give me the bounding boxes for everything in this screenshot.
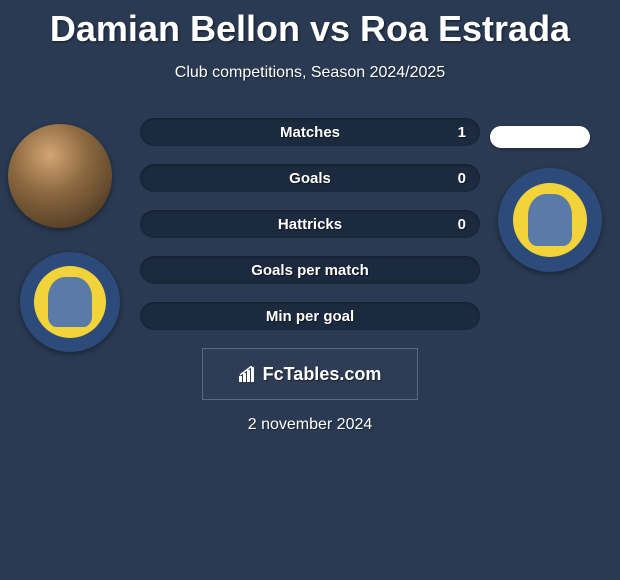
stat-value: 0 bbox=[458, 216, 466, 233]
chart-icon bbox=[239, 366, 259, 382]
stat-label: Min per goal bbox=[266, 308, 354, 325]
stat-row-goals-per-match: Goals per match bbox=[140, 256, 480, 284]
date-text: 2 november 2024 bbox=[0, 416, 620, 434]
stat-value: 0 bbox=[458, 170, 466, 187]
stat-label: Goals bbox=[289, 170, 331, 187]
stat-row-goals: Goals 0 bbox=[140, 164, 480, 192]
watermark-box: FcTables.com bbox=[202, 348, 418, 400]
page-title: Damian Bellon vs Roa Estrada bbox=[0, 0, 620, 50]
stat-row-min-per-goal: Min per goal bbox=[140, 302, 480, 330]
watermark-label: FcTables.com bbox=[263, 364, 382, 385]
stat-label: Matches bbox=[280, 124, 340, 141]
stat-value: 1 bbox=[458, 124, 466, 141]
stat-label: Hattricks bbox=[278, 216, 342, 233]
subtitle: Club competitions, Season 2024/2025 bbox=[0, 64, 620, 82]
stat-label: Goals per match bbox=[251, 262, 369, 279]
stat-row-matches: Matches 1 bbox=[140, 118, 480, 146]
stats-container: Matches 1 Goals 0 Hattricks 0 Goals per … bbox=[0, 118, 620, 330]
stat-row-hattricks: Hattricks 0 bbox=[140, 210, 480, 238]
watermark-text: FcTables.com bbox=[239, 364, 382, 385]
